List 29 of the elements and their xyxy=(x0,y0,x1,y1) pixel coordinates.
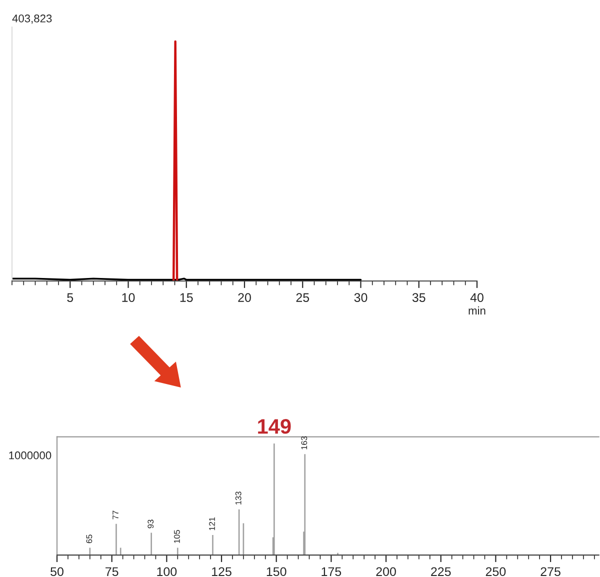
annotation: 77 xyxy=(112,510,118,520)
x-tick-label: 200 xyxy=(376,567,396,576)
x-tick-label: 40 xyxy=(470,293,484,302)
x-tick-label: 50 xyxy=(50,567,64,576)
annotation: 133 xyxy=(235,492,242,505)
x-tick-label: 275 xyxy=(540,567,560,576)
text: 403,823 xyxy=(12,14,52,24)
x-axis-title: min xyxy=(468,306,486,314)
x-tick-label: 25 xyxy=(296,293,310,302)
annotation: 65 xyxy=(86,534,92,544)
x-tick-label: 75 xyxy=(106,567,118,576)
annotation: 93 xyxy=(148,520,154,528)
x-tick-label: 125 xyxy=(212,567,232,576)
x-tick-label: 30 xyxy=(354,293,368,302)
x-tick-label: 100 xyxy=(157,567,177,576)
x-tick-label: 150 xyxy=(266,567,286,576)
x-tick-label: 20 xyxy=(238,293,251,302)
x-tick-label: 175 xyxy=(322,567,342,576)
x-tick-label: 250 xyxy=(486,567,506,576)
text: 1000000 xyxy=(9,451,52,460)
annotation: 149 xyxy=(258,419,291,434)
x-tick-label: 10 xyxy=(122,293,135,302)
x-tick-label: 35 xyxy=(412,293,426,302)
x-tick-label: 5 xyxy=(67,293,74,302)
annotation: 121 xyxy=(209,517,215,530)
annotation: 163 xyxy=(301,436,308,450)
x-tick-label: 15 xyxy=(180,293,193,302)
x-tick-label: 225 xyxy=(431,567,451,576)
annotation: 105 xyxy=(174,530,180,543)
